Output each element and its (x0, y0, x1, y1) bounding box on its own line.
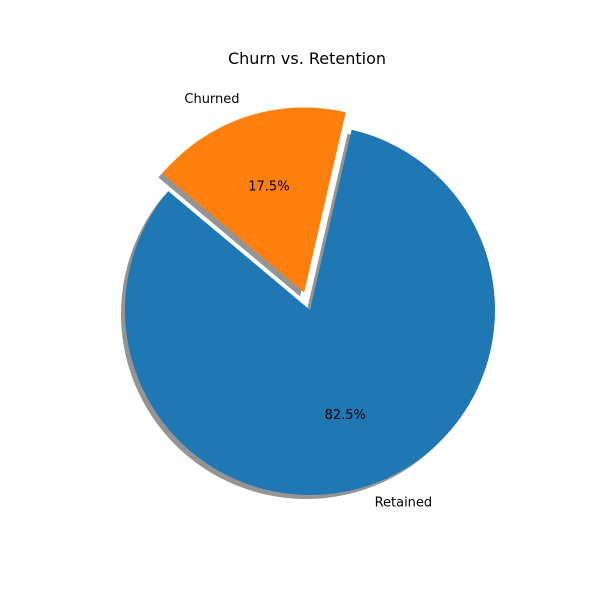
slice-layer (125, 107, 496, 496)
slice-label-retained: Retained (375, 495, 433, 510)
chart-title: Churn vs. Retention (228, 49, 386, 68)
label-layer: Retained 82.5% Churned 17.5% (184, 92, 432, 511)
slice-label-churned: Churned (184, 92, 239, 107)
pie-slice-retained (125, 129, 496, 496)
pie-slice-churned (162, 107, 346, 293)
pct-label-retained: 82.5% (325, 408, 366, 423)
pct-label-churned: 17.5% (248, 180, 289, 195)
